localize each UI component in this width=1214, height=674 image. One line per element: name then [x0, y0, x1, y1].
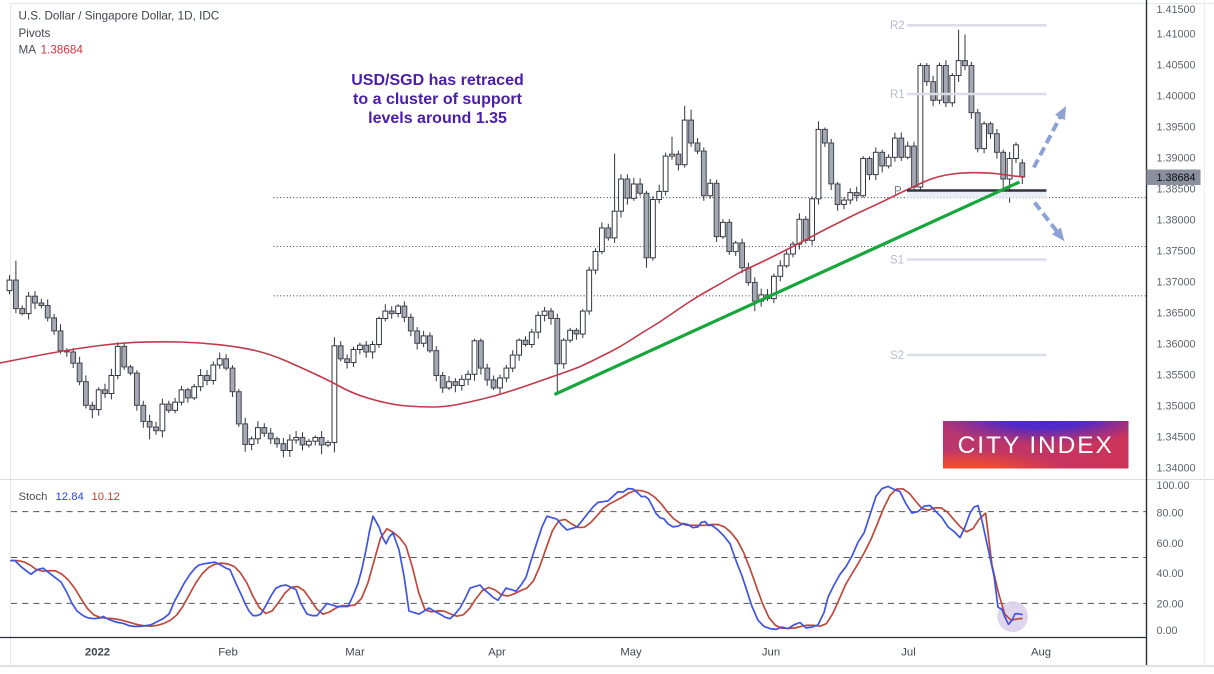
svg-text:60.00: 60.00	[1157, 538, 1184, 550]
svg-text:Stoch: Stoch	[19, 491, 48, 503]
svg-text:USD/SGD has retraced: USD/SGD has retraced	[351, 72, 524, 89]
svg-text:10.12: 10.12	[92, 491, 120, 503]
svg-text:1.41500: 1.41500	[1157, 4, 1196, 16]
svg-text:Feb: Feb	[218, 647, 237, 659]
svg-text:May: May	[620, 647, 642, 659]
svg-text:1.38000: 1.38000	[1157, 214, 1196, 226]
svg-text:CITY INDEX: CITY INDEX	[958, 432, 1114, 459]
svg-text:1.35000: 1.35000	[1157, 400, 1196, 412]
svg-text:S2: S2	[890, 350, 904, 362]
svg-text:1.38684: 1.38684	[41, 44, 84, 57]
svg-text:1.41000: 1.41000	[1157, 28, 1196, 40]
svg-text:Apr: Apr	[488, 647, 506, 659]
svg-text:1.38684: 1.38684	[1157, 172, 1196, 184]
svg-text:1.39000: 1.39000	[1157, 152, 1196, 164]
svg-text:Jun: Jun	[762, 647, 780, 659]
svg-text:to a cluster of support: to a cluster of support	[353, 91, 523, 108]
svg-text:P: P	[894, 185, 902, 197]
svg-text:R1: R1	[890, 89, 905, 101]
svg-text:1.37000: 1.37000	[1157, 276, 1196, 288]
svg-text:80.00: 80.00	[1157, 507, 1184, 519]
svg-text:1.38500: 1.38500	[1157, 183, 1196, 195]
svg-text:2022: 2022	[85, 647, 110, 659]
svg-text:1.40000: 1.40000	[1157, 90, 1196, 102]
svg-text:12.84: 12.84	[56, 491, 84, 503]
svg-text:0.00: 0.00	[1157, 625, 1178, 637]
svg-text:40.00: 40.00	[1157, 568, 1184, 580]
svg-text:Pivots: Pivots	[19, 27, 51, 40]
svg-text:U.S. Dollar / Singapore Dollar: U.S. Dollar / Singapore Dollar, 1D, IDC	[19, 10, 220, 23]
svg-text:levels around 1.35: levels around 1.35	[368, 110, 507, 127]
svg-text:R2: R2	[890, 20, 905, 32]
svg-text:MA: MA	[19, 44, 37, 57]
svg-text:Aug: Aug	[1031, 647, 1051, 659]
svg-text:1.36000: 1.36000	[1157, 338, 1196, 350]
svg-text:1.34000: 1.34000	[1157, 462, 1196, 474]
svg-text:1.39500: 1.39500	[1157, 121, 1196, 133]
svg-text:100.00: 100.00	[1157, 480, 1190, 492]
svg-text:1.37500: 1.37500	[1157, 245, 1196, 257]
svg-text:1.36500: 1.36500	[1157, 307, 1196, 319]
svg-text:20.00: 20.00	[1157, 599, 1184, 611]
svg-text:1.35500: 1.35500	[1157, 369, 1196, 381]
svg-text:S1: S1	[890, 254, 904, 266]
svg-text:Jul: Jul	[901, 647, 915, 659]
svg-text:1.34500: 1.34500	[1157, 431, 1196, 443]
svg-text:Mar: Mar	[345, 647, 365, 659]
svg-text:1.40500: 1.40500	[1157, 59, 1196, 71]
